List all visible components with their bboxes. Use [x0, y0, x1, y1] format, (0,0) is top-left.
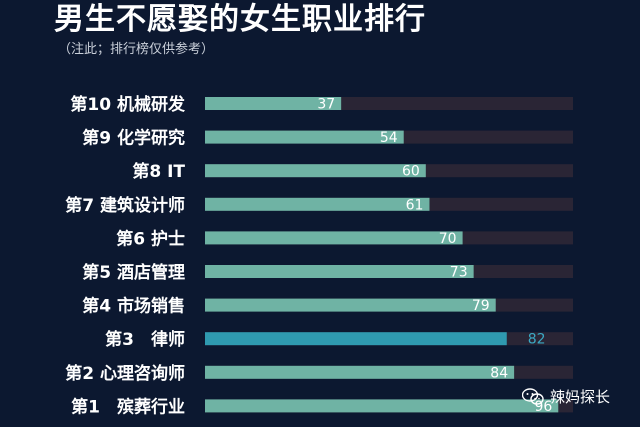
- category-label: 第5 酒店管理: [82, 262, 185, 283]
- bar: [205, 164, 426, 178]
- bar: [205, 97, 342, 110]
- watermark-text: 辣妈探长: [550, 388, 611, 406]
- category-label: 第9 化学研究: [82, 128, 185, 149]
- value-label: 54: [380, 130, 398, 146]
- value-label: 84: [490, 365, 508, 381]
- value-label: 70: [439, 231, 457, 247]
- bar: [205, 332, 507, 346]
- bar: [205, 197, 430, 211]
- category-label: 第2 心理咨询师: [65, 363, 185, 384]
- value-label: 79: [472, 298, 490, 314]
- bar: [205, 231, 463, 245]
- value-label: 82: [528, 332, 546, 348]
- bar: [205, 399, 559, 413]
- value-label: 61: [406, 197, 424, 213]
- disclaimer-note: （注此；排行榜仅供参考）: [58, 42, 215, 57]
- category-label: 第6 护士: [116, 228, 185, 249]
- bar: [205, 265, 474, 278]
- watermark: 辣妈探长: [522, 386, 610, 407]
- value-label: 73: [450, 265, 468, 281]
- page-title: 男生不愿娶的女生职业排行: [54, 2, 426, 37]
- category-label: 第1 殡葬行业: [71, 396, 185, 417]
- bar: [205, 365, 515, 379]
- bar: [205, 298, 496, 312]
- category-label: 第4 市场销售: [82, 296, 185, 317]
- value-label: 37: [317, 97, 335, 113]
- category-label: 第10 机械研发: [70, 94, 186, 115]
- category-label: 第7 建筑设计师: [65, 195, 185, 216]
- value-label: 60: [402, 164, 420, 180]
- category-label: 第8 IT: [132, 161, 185, 182]
- bar: [205, 130, 404, 144]
- wechat-icon: [522, 387, 544, 405]
- category-label: 第3 律师: [105, 329, 185, 350]
